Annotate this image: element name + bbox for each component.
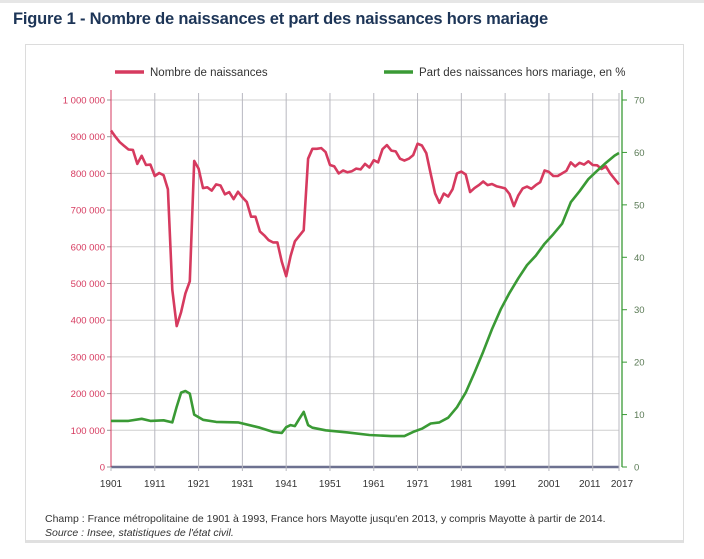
figure-title: Figure 1 - Nombre de naissances et part … — [13, 10, 548, 28]
left-axis-tick-label: 300 000 — [71, 352, 105, 363]
right-axis-tick-label: 30 — [634, 305, 645, 316]
x-axis-tick-label: 1971 — [406, 479, 429, 490]
left-axis-tick-label: 800 000 — [71, 169, 105, 180]
legend-label: Part des naissances hors mariage, en % — [419, 67, 625, 79]
x-axis-tick-label: 1921 — [187, 479, 210, 490]
x-axis-tick-label: 1941 — [275, 479, 298, 490]
x-axis-tick-label: 1931 — [231, 479, 254, 490]
right-axis-tick-label: 20 — [634, 358, 645, 369]
left-axis-tick-label: 700 000 — [71, 206, 105, 217]
footnote: Champ : France métropolitaine de 1901 à … — [45, 513, 606, 525]
x-axis-tick-label: 1961 — [363, 479, 386, 490]
right-axis-tick-label: 70 — [634, 96, 645, 107]
left-axis-tick-label: 1 000 000 — [63, 96, 105, 107]
x-axis-tick-label: 1991 — [494, 479, 517, 490]
x-axis-tick-label: 2001 — [538, 479, 561, 490]
x-axis-tick-label: 1911 — [144, 479, 166, 490]
left-axis-tick-label: 900 000 — [71, 132, 105, 143]
left-axis-tick-label: 200 000 — [71, 389, 105, 400]
right-axis-tick-label: 40 — [634, 253, 645, 264]
x-axis-tick-label: 1951 — [319, 479, 342, 490]
series-line-naissances — [109, 129, 621, 328]
chart-card — [25, 44, 684, 543]
right-axis-tick-label: 50 — [634, 200, 645, 211]
left-axis-tick-label: 400 000 — [71, 316, 105, 327]
x-axis-tick-label: 2011 — [579, 479, 601, 490]
x-axis-tick-label: 1981 — [450, 479, 473, 490]
left-axis-tick-label: 100 000 — [71, 426, 105, 437]
x-axis-tick-label: 2017 — [611, 479, 634, 490]
left-axis-tick-label: 600 000 — [71, 242, 105, 253]
left-axis-tick-label: 0 — [100, 463, 105, 474]
left-axis-tick-label: 500 000 — [71, 279, 105, 290]
x-axis-tick-label: 1901 — [100, 479, 123, 490]
series-line-part-hors-mariage — [111, 151, 620, 438]
right-axis-tick-label: 60 — [634, 148, 645, 159]
legend-label: Nombre de naissances — [150, 67, 268, 79]
right-axis-tick-label: 0 — [634, 463, 639, 474]
top-border — [0, 0, 704, 3]
right-axis-tick-label: 10 — [634, 410, 645, 421]
source-note: Source : Insee, statistiques de l'état c… — [45, 527, 234, 539]
